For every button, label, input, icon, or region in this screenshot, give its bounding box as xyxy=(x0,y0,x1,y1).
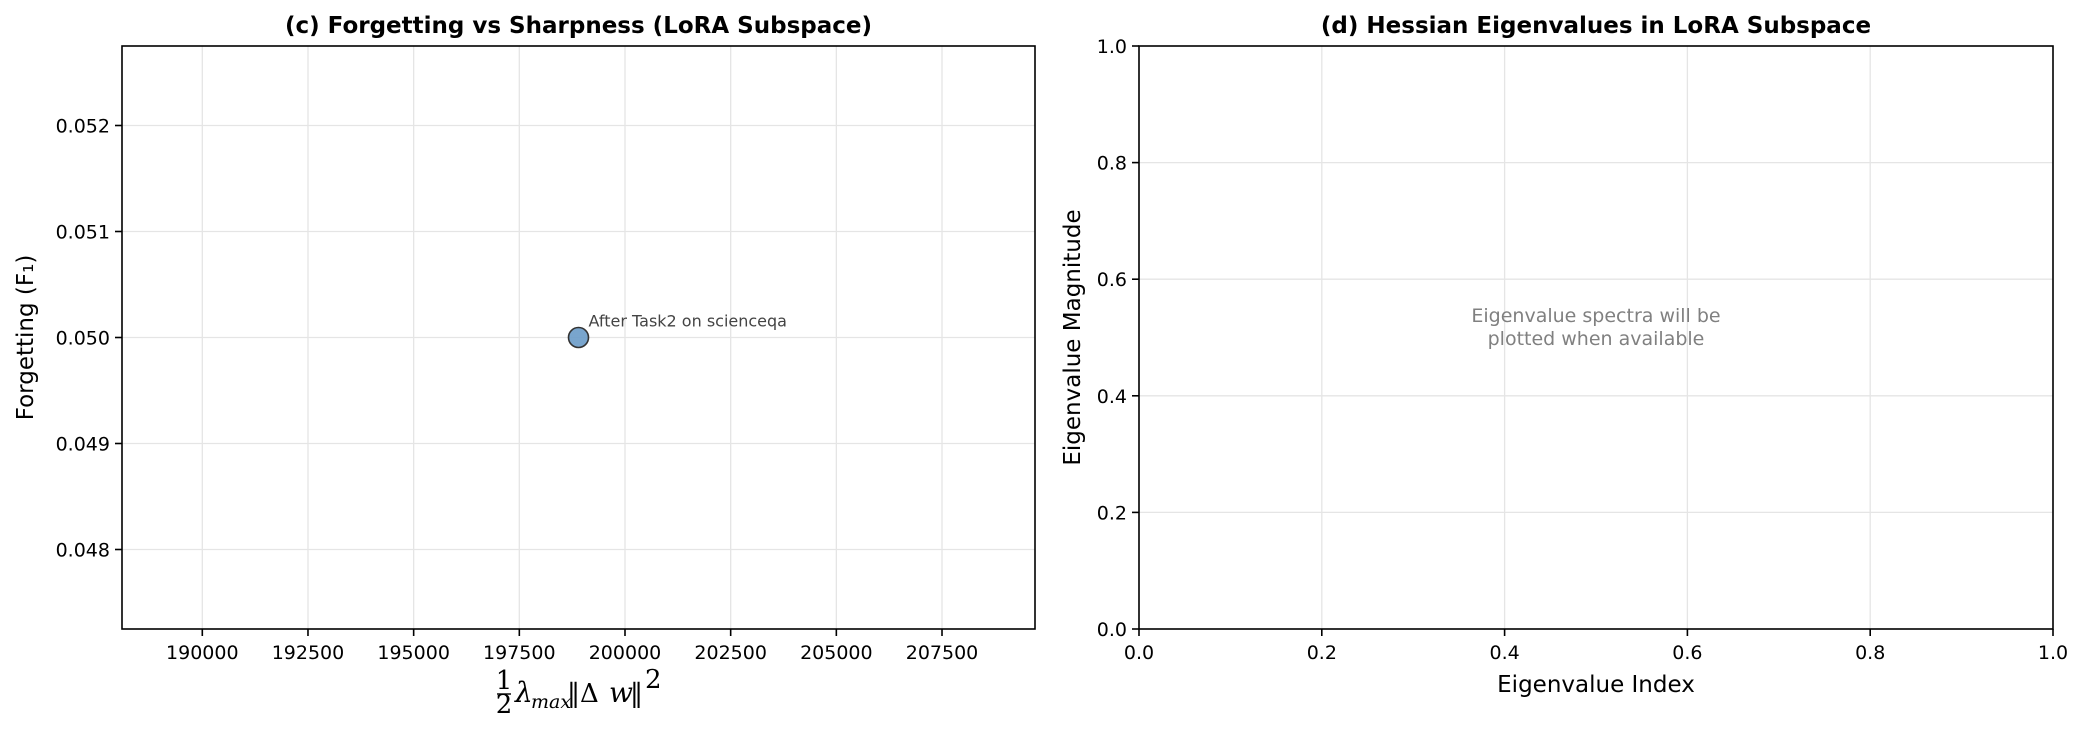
svg-text:λ: λ xyxy=(514,676,533,709)
panel-c-ytick-label: 0.052 xyxy=(56,116,110,138)
panel-c-grid xyxy=(122,46,1035,629)
panel-c-ytick-label: 0.050 xyxy=(56,328,110,350)
panel-d-hessian-eigenvalues: 0.0 0.2 0.4 0.6 0.8 1.0 0.0 0.2 0.4 0.6 0.8 1.0 (d)… xyxy=(1060,13,2068,698)
svg-text:1: 1 xyxy=(496,666,513,696)
panel-c-xtick-label: 195000 xyxy=(377,642,450,664)
panel-d-ylabel: Eigenvalue Magnitude xyxy=(1060,209,1086,465)
panel-d-ytick-label: 0.6 xyxy=(1097,269,1127,291)
panel-d-ytick-label: 0.4 xyxy=(1097,386,1127,408)
panel-d-ticks: 0.0 0.2 0.4 0.6 0.8 1.0 0.0 0.2 0.4 0.6 0.8 1.0 xyxy=(1097,36,2068,664)
panel-c-xtick-label: 207500 xyxy=(906,642,979,664)
panel-c-xlabel: 1 2 λ max ‖Δ w ‖ 2 xyxy=(496,665,662,720)
panel-c-xtick-label: 205000 xyxy=(800,642,873,664)
panel-c-xtick-label: 192500 xyxy=(272,642,345,664)
panel-c-ylabel: Forgetting (F₁) xyxy=(13,255,39,421)
panel-d-ytick-label: 1.0 xyxy=(1097,36,1127,58)
panel-c-xtick-label: 197500 xyxy=(483,642,556,664)
panel-c-xtick-label: 202500 xyxy=(694,642,767,664)
panel-c-points: After Task2 on scienceqa xyxy=(567,312,787,349)
panel-c-xtick-label: 200000 xyxy=(589,642,662,664)
panel-c-point-label: After Task2 on scienceqa xyxy=(589,312,787,331)
panel-d-placeholder-text: Eigenvalue spectra will be plotted when a… xyxy=(1471,305,1720,350)
panel-d-xtick-label: 0.2 xyxy=(1307,642,1337,664)
panel-c-frame xyxy=(121,45,1036,630)
panel-d-xtick-label: 0.8 xyxy=(1855,642,1885,664)
panel-d-ytick-label: 0.0 xyxy=(1097,619,1127,641)
panel-c-forgetting-vs-sharpness: 190000 192500 195000 197500 200000 202500 2050… xyxy=(13,13,1036,720)
panel-d-xtick-label: 0.4 xyxy=(1489,642,1519,664)
panel-c-title: (c) Forgetting vs Sharpness (LoRA Subspa… xyxy=(285,13,872,39)
panel-c-ticks: 190000 192500 195000 197500 200000 202500 2050… xyxy=(56,116,979,665)
panel-d-xtick-label: 1.0 xyxy=(2038,642,2068,664)
panel-c-xtick-label: 190000 xyxy=(166,642,239,664)
panel-c-ytick-label: 0.049 xyxy=(56,434,110,456)
svg-text:w: w xyxy=(609,676,633,709)
panel-c-ytick-label: 0.048 xyxy=(56,540,110,562)
panel-d-xtick-label: 0.6 xyxy=(1672,642,1702,664)
svg-text:max: max xyxy=(531,691,571,713)
svg-text:2: 2 xyxy=(496,690,513,720)
svg-text:‖Δ: ‖Δ xyxy=(567,679,599,709)
panel-d-title: (d) Hessian Eigenvalues in LoRA Subspace xyxy=(1321,13,1871,39)
svg-text:‖: ‖ xyxy=(630,679,643,709)
panel-c-point xyxy=(567,326,590,349)
panel-d-ytick-label: 0.2 xyxy=(1097,502,1127,524)
panel-d-frame xyxy=(1138,45,2054,630)
panel-c-ytick-label: 0.051 xyxy=(56,222,110,244)
panel-d-xlabel: Eigenvalue Index xyxy=(1497,672,1695,698)
svg-text:2: 2 xyxy=(645,665,662,695)
panel-d-xtick-label: 0.0 xyxy=(1124,642,1154,664)
panel-d-ytick-label: 0.8 xyxy=(1097,153,1127,175)
